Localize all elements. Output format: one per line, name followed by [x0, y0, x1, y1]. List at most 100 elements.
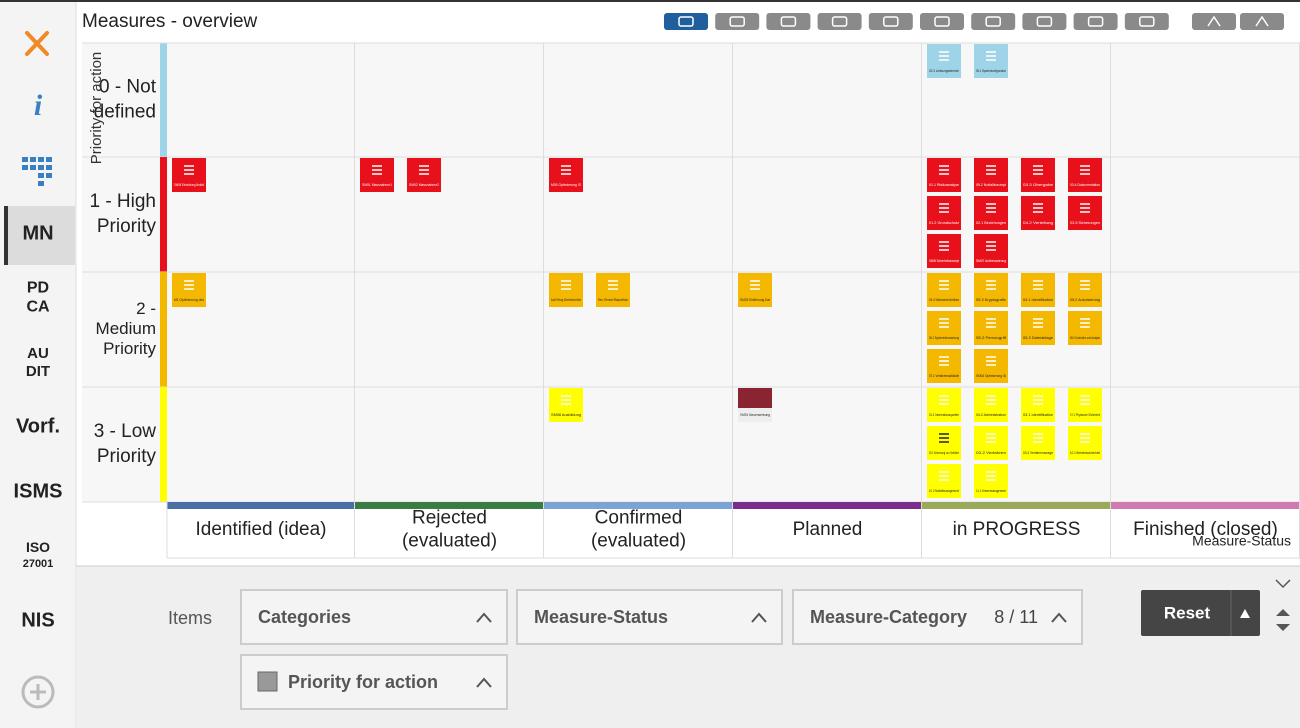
tile-icon — [750, 280, 760, 290]
tile-icon — [939, 51, 949, 61]
grid-icon[interactable] — [22, 157, 52, 186]
measure-tile[interactable]: 05.2 Autorisierung — [1068, 273, 1102, 307]
measure-tile[interactable]: Ren. Review Riskportfolio — [596, 273, 630, 307]
measure-tile[interactable]: 02.1 Beziehungen — [974, 196, 1008, 230]
measure-tile[interactable]: 03.5 Sicherungen — [1068, 196, 1102, 230]
col-color-bar — [1111, 502, 1299, 509]
tile-icon — [939, 395, 949, 405]
measure-tile[interactable]: 03.1 Erkennung von Vorfällen — [927, 426, 961, 460]
measure-tile[interactable]: 01.1 Risikoanalyse — [927, 158, 961, 192]
dropdown[interactable] — [240, 589, 508, 645]
measure-tile[interactable]: SM02 Massnahme2 — [407, 158, 441, 192]
toolbar-button[interactable] — [868, 13, 913, 30]
sidebar-item[interactable]: ISMS — [14, 480, 63, 502]
tools-icon[interactable] — [25, 31, 49, 56]
tile-bg — [1021, 158, 1055, 192]
toolbar-icon — [934, 16, 950, 27]
measure-tile[interactable]: M05 Optimierung IS — [549, 158, 583, 192]
tile-bg — [974, 464, 1008, 498]
collapse-icon[interactable] — [1275, 579, 1291, 589]
sidebar-item[interactable]: AU — [27, 345, 49, 362]
sidebar-item[interactable]: Vorf. — [16, 415, 60, 437]
reset-button[interactable] — [1141, 590, 1260, 636]
measure-tile[interactable]: 11.1 Krisenmanagement — [974, 464, 1008, 498]
measure-tile[interactable]: 03.4 Netzwerkrichtlinie — [927, 273, 961, 307]
toolbar-button[interactable] — [1073, 13, 1118, 30]
tile-icon — [1080, 280, 1090, 290]
sidebar-item[interactable]: ISO — [26, 539, 50, 555]
toolbar-button[interactable] — [817, 13, 862, 30]
toolbar-button[interactable] — [971, 13, 1016, 30]
measure-tile[interactable]: 02.3 Leistungsbereich — [927, 44, 961, 78]
measure-tile[interactable]: 04.2 Verteilung — [1021, 196, 1055, 230]
checkbox[interactable] — [257, 671, 278, 692]
sidebar-item[interactable]: 27001 — [23, 558, 54, 570]
measure-tile[interactable]: SM05 Einrichtung Notfall — [172, 158, 206, 192]
measure-tile[interactable]: 07.1 Verfahrensabläufe — [927, 349, 961, 383]
toolbar-button[interactable] — [715, 13, 760, 30]
measure-tile[interactable]: 05.3 Dateiablage — [1021, 311, 1055, 345]
measure-tile[interactable]: 06.1 Systemüberwachung — [927, 311, 961, 345]
sidebar-item[interactable]: NIS — [21, 609, 54, 631]
tile-bg — [1021, 311, 1055, 345]
reset-arrow[interactable] — [1240, 609, 1250, 618]
measure-tile[interactable]: VM01 Neuerwerbung — [738, 388, 772, 422]
tile-label: 06.1 Systemüberwachung — [929, 336, 959, 340]
measure-tile[interactable]: 10.2 Notfallmanagement — [927, 464, 961, 498]
measure-tile[interactable]: 04.1 Identifikation — [1021, 273, 1055, 307]
measure-tile[interactable]: 03.3 Übergabe — [1021, 158, 1055, 192]
measure-tile[interactable]: SM07 Aufbewahrung — [974, 234, 1008, 268]
tile-bg — [927, 44, 961, 78]
measure-tile[interactable]: 05.1 Systemkonfiguration — [974, 44, 1008, 78]
add-icon[interactable] — [21, 675, 55, 709]
measure-tile[interactable]: SM06 Sicherheitskonzept — [927, 234, 961, 268]
measure-tile[interactable]: 01.3 Informationsquellen — [927, 388, 961, 422]
toolbar-button[interactable] — [1192, 13, 1236, 30]
dropdown[interactable] — [240, 654, 508, 710]
measure-tile[interactable]: SM04 Optimierung ID — [974, 349, 1008, 383]
tile-bg — [1068, 196, 1102, 230]
sort-icon[interactable] — [1276, 609, 1290, 631]
measure-tile[interactable]: Audit Prüfung Sicherheitsrichtlinie — [549, 273, 583, 307]
measure-tile[interactable]: 05.3 Kryptografie — [974, 273, 1008, 307]
measure-tile[interactable]: SM03 Einführung Dat — [738, 273, 772, 307]
dropdown[interactable] — [792, 589, 1083, 645]
axis-label: Priority for action — [88, 52, 105, 165]
sidebar-selected-bar — [4, 206, 8, 265]
toolbar-button[interactable] — [664, 13, 708, 30]
toolbar-button[interactable] — [1240, 13, 1284, 30]
measure-tile[interactable]: M1 Optimierung des — [172, 273, 206, 307]
measure-tile[interactable]: 03.1 Identifikation — [1021, 388, 1055, 422]
measure-tile[interactable]: 04.2 Administration — [974, 388, 1008, 422]
measure-tile[interactable]: SM01 Massnahme1 — [360, 158, 394, 192]
sidebar-item[interactable]: DIT — [26, 363, 50, 380]
measure-tile[interactable]: 01.2 Grundschutz — [927, 196, 961, 230]
measure-tile[interactable]: 03.4 Dokumentation — [1068, 158, 1102, 192]
sidebar-item[interactable]: PD — [27, 280, 49, 297]
measure-tile[interactable]: 10.1 Betriebssicherheit — [1068, 426, 1102, 460]
sidebar-item[interactable]: MN — [22, 222, 53, 244]
measure-tile[interactable]: 03.3 Verfahrenswege — [1021, 426, 1055, 460]
toolbar-button[interactable] — [1124, 13, 1169, 30]
tile-label: 03.1 Identifikation — [1023, 413, 1053, 417]
toolbar-icon — [678, 16, 694, 27]
status-label: Measure-Status — [1192, 533, 1291, 549]
toolbar-button[interactable] — [1022, 13, 1067, 30]
measure-tile[interactable]: 05.2 Notfallkonzept — [974, 158, 1008, 192]
measure-tile[interactable]: 03.2 Verfahren — [974, 426, 1008, 460]
dropdown[interactable] — [516, 589, 783, 645]
tile-bg — [927, 234, 961, 268]
tile-icon — [419, 165, 429, 175]
info-icon[interactable]: i — [34, 89, 43, 122]
sidebar-item[interactable]: CA — [26, 299, 50, 316]
measure-tile[interactable]: 07.1 Physische Sicherheit — [1068, 388, 1102, 422]
measure-tile[interactable]: 05.3 Kontrollen und Analyse — [1068, 311, 1102, 345]
toolbar-button[interactable] — [766, 13, 811, 30]
tile-label: 05.2 Fernzugriff — [976, 336, 1006, 340]
toolbar-button[interactable] — [920, 13, 964, 30]
measure-tile[interactable]: 05.2 Fernzugriff — [974, 311, 1008, 345]
toolbar-icon — [1139, 16, 1155, 27]
tile-bg — [360, 158, 394, 192]
measure-tile[interactable]: SM08 Ausbildung — [549, 388, 583, 422]
tile-label: 03.4 Netzwerkrichtlinie — [929, 298, 959, 302]
